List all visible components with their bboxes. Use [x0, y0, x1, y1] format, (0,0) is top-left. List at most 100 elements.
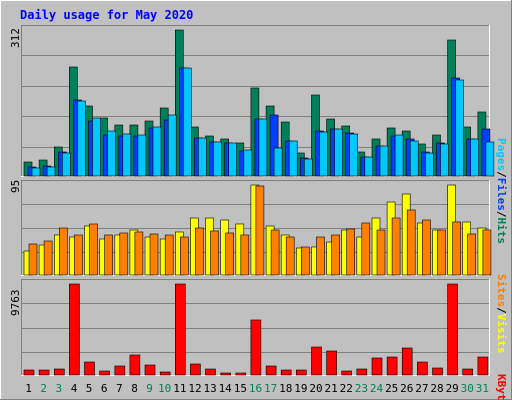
top-bar-pages-day-14 — [228, 142, 237, 177]
top-bar-pages-day-24 — [379, 145, 389, 177]
mid-bar-sites-day-29 — [452, 221, 461, 276]
bottom-bar-kbytes-day-5 — [84, 361, 95, 376]
top-bar-pages-day-7 — [122, 133, 132, 177]
bottom-bar-kbytes-day-12 — [190, 363, 201, 376]
top-bar-pages-day-17 — [273, 147, 283, 177]
bottom-bar-kbytes-day-11 — [175, 283, 186, 376]
top-bar-pages-day-1 — [31, 167, 41, 177]
bottom-bar-kbytes-day-10 — [159, 371, 171, 376]
mid-bar-sites-day-10 — [164, 234, 174, 276]
x-tick-label-day-4: 4 — [71, 382, 78, 395]
top-bar-pages-day-28 — [440, 143, 449, 177]
top-bar-pages-day-26 — [409, 140, 419, 177]
mid-bar-sites-day-28 — [437, 229, 446, 276]
mid-bar-sites-day-26 — [406, 209, 416, 276]
mid-bar-sites-day-7 — [119, 232, 129, 276]
mid-legend: Sites/Visits — [495, 274, 508, 354]
bottom-bar-kbytes-day-24 — [371, 357, 383, 376]
mid-bar-sites-day-19 — [300, 246, 310, 276]
legend-visits: Visits — [495, 314, 508, 354]
top-bar-pages-day-27 — [425, 152, 434, 177]
top-bar-pages-day-19 — [303, 158, 313, 177]
x-tick-label-day-23: 23 — [355, 382, 368, 395]
mid-bar-sites-day-2 — [43, 240, 53, 276]
chart-title: Daily usage for May 2020 — [20, 8, 193, 22]
mid-bar-sites-day-4 — [74, 234, 83, 276]
top-bar-pages-day-4 — [77, 100, 86, 177]
top-bar-pages-day-12 — [198, 137, 207, 177]
x-tick-label-day-14: 14 — [219, 382, 233, 395]
mid-bar-sites-day-13 — [210, 230, 219, 276]
legend-sites: Sites — [495, 274, 508, 307]
bottom-bar-kbytes-day-17 — [265, 365, 277, 376]
legend-kbytes: KBytes — [495, 374, 508, 400]
top-bar-pages-day-15 — [243, 149, 253, 177]
x-tick-label-day-8: 8 — [131, 382, 138, 395]
bottom-bar-kbytes-day-30 — [462, 368, 474, 376]
x-tick-label-day-27: 27 — [415, 382, 428, 395]
top-bar-pages-day-22 — [349, 133, 359, 177]
mid-bar-sites-day-14 — [225, 232, 234, 276]
mid-bar-sites-day-23 — [361, 222, 371, 276]
mid-bar-sites-day-3 — [58, 227, 68, 276]
mid-bar-sites-day-25 — [391, 217, 401, 276]
top-bar-pages-day-30 — [470, 138, 480, 177]
top-bar-pages-day-5 — [92, 117, 101, 177]
x-tick-label-day-29: 29 — [446, 382, 459, 395]
mid-bar-sites-day-17 — [270, 229, 280, 276]
mid-bar-sites-day-5 — [89, 223, 98, 276]
x-tick-label-day-10: 10 — [158, 382, 171, 395]
bottom-bar-kbytes-day-1 — [23, 369, 35, 376]
top-bar-pages-day-20 — [319, 131, 328, 177]
x-tick-label-day-31: 31 — [476, 382, 489, 395]
x-tick-label-day-21: 21 — [324, 382, 337, 395]
bottom-ymax-label: 9763 — [9, 290, 22, 317]
legend-pages: Pages — [495, 138, 508, 171]
bottom-bar-kbytes-day-28 — [432, 367, 443, 376]
x-tick-label-day-20: 20 — [309, 382, 322, 395]
x-tick-label-day-25: 25 — [385, 382, 398, 395]
bottom-bar-kbytes-day-14 — [220, 372, 231, 376]
x-tick-label-day-19: 19 — [294, 382, 307, 395]
top-bar-pages-day-6 — [107, 130, 116, 177]
x-tick-label-day-6: 6 — [101, 382, 108, 395]
bottom-bar-kbytes-day-15 — [235, 372, 247, 376]
top-bar-pages-day-23 — [364, 156, 374, 177]
mid-bar-sites-day-18 — [285, 236, 295, 276]
top-bar-pages-day-3 — [61, 152, 71, 177]
bottom-bar-kbytes-day-27 — [417, 361, 428, 376]
legend-files: Files — [495, 178, 508, 211]
mid-bar-sites-day-21 — [331, 234, 340, 276]
bottom-legend: KBytes — [495, 374, 508, 400]
mid-bar-sites-day-27 — [422, 219, 431, 276]
mid-bar-sites-day-9 — [149, 233, 159, 276]
mid-bar-sites-day-20 — [316, 236, 325, 276]
mid-bar-sites-day-6 — [104, 234, 113, 276]
x-tick-label-day-13: 13 — [203, 382, 216, 395]
bottom-bar-kbytes-day-13 — [205, 368, 216, 376]
bottom-bar-kbytes-day-9 — [144, 364, 156, 376]
bottom-bar-kbytes-day-19 — [295, 369, 307, 376]
bottom-bar-kbytes-day-3 — [53, 368, 65, 376]
top-bar-pages-day-10 — [167, 114, 177, 177]
bottom-bar-kbytes-day-2 — [38, 369, 50, 376]
bottom-bar-kbytes-day-22 — [341, 370, 353, 376]
top-bar-pages-day-21 — [334, 128, 343, 177]
top-bar-pages-day-31 — [485, 141, 495, 177]
bottom-bar-kbytes-day-8 — [129, 354, 141, 376]
x-tick-label-day-3: 3 — [55, 382, 62, 395]
x-tick-label-day-30: 30 — [461, 382, 474, 395]
x-tick-label-day-1: 1 — [25, 382, 32, 395]
mid-bar-sites-day-12 — [195, 227, 204, 276]
mid-bar-sites-day-30 — [467, 233, 477, 276]
x-tick-label-day-16: 16 — [249, 382, 262, 395]
top-bar-pages-day-18 — [288, 140, 298, 177]
bottom-bar-kbytes-day-26 — [401, 347, 413, 376]
top-bar-pages-day-29 — [455, 79, 464, 177]
top-bar-pages-day-8 — [137, 134, 147, 177]
mid-bar-sites-day-1 — [28, 243, 38, 276]
top-bar-pages-day-13 — [213, 141, 222, 177]
top-bar-pages-day-11 — [183, 67, 192, 177]
bottom-bar-kbytes-day-18 — [280, 369, 292, 376]
